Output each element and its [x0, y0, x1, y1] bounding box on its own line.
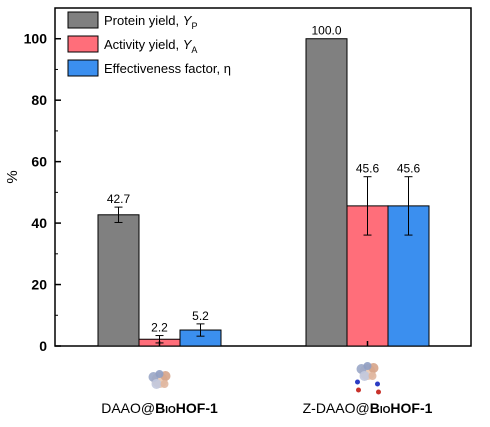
data-label: 45.6	[397, 162, 421, 176]
data-label: 2.2	[151, 321, 168, 335]
legend: Protein yield, YP Activity yield, YA Effec…	[67, 11, 231, 77]
legend-entry: Activity yield, YA	[104, 37, 197, 55]
bar	[97, 214, 140, 347]
y-axis-label: %	[4, 170, 21, 183]
y-tick-label: 40	[31, 215, 47, 231]
legend-swatch	[67, 35, 99, 53]
legend-swatch	[67, 59, 99, 77]
x-category-label: DAAO@BioHOF-1	[101, 400, 218, 416]
x-category-label: Z-DAAO@BioHOF-1	[302, 400, 433, 416]
bar	[305, 38, 348, 347]
y-tick-label: 0	[39, 338, 47, 354]
y-tick-label: 100	[24, 31, 48, 47]
data-label: 100.0	[311, 24, 341, 38]
protein-zwitterion-structure-icon	[355, 362, 381, 395]
y-tick-label: 60	[31, 154, 47, 170]
data-label: 45.6	[356, 162, 380, 176]
legend-swatch	[67, 11, 99, 29]
legend-entry: Protein yield, YP	[104, 13, 197, 31]
data-label: 5.2	[192, 309, 209, 323]
plot-frame	[54, 7, 472, 347]
protein-structure-icon	[148, 370, 171, 389]
legend-entry: Effectiveness factor, η	[104, 61, 231, 76]
y-tick-label: 20	[31, 277, 47, 293]
data-label: 42.7	[107, 192, 131, 206]
y-tick-label: 80	[31, 92, 47, 108]
